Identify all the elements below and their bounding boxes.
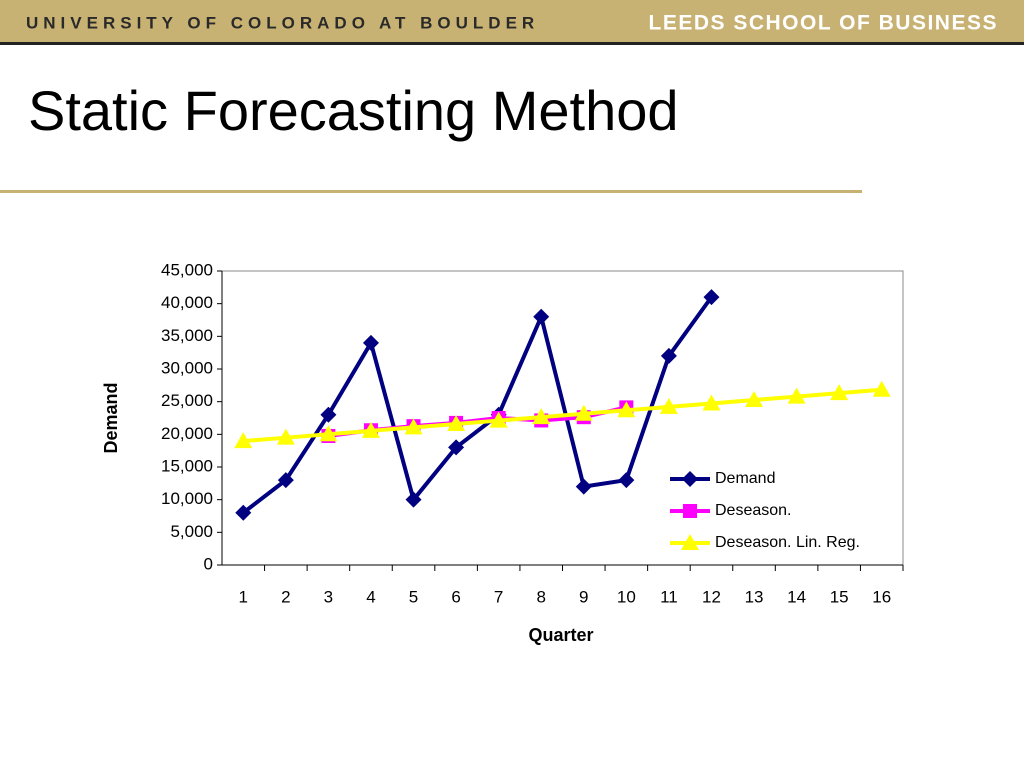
- y-tick-label: 45,000: [161, 260, 213, 279]
- diamond-marker: [405, 491, 422, 508]
- x-tick-label: 13: [745, 587, 764, 606]
- y-tick-label: 0: [204, 554, 213, 573]
- triangle-marker: [489, 411, 508, 428]
- y-tick-label: 40,000: [161, 293, 213, 312]
- triangle-marker: [447, 414, 466, 431]
- triangle-marker: [532, 408, 551, 425]
- series-line: [242, 295, 714, 515]
- triangle-marker: [234, 432, 253, 449]
- title-rule: [0, 190, 862, 193]
- x-tick-label: 7: [494, 587, 503, 606]
- diamond-marker: [575, 478, 592, 495]
- triangle-marker: [787, 387, 806, 404]
- x-tick-label: 12: [702, 587, 721, 606]
- x-tick-label: 5: [409, 587, 418, 606]
- x-tick-label: 15: [830, 587, 849, 606]
- x-tick-label: 1: [239, 587, 248, 606]
- legend-label: Deseason. Lin. Reg.: [715, 534, 860, 551]
- legend-marker: [683, 504, 697, 518]
- diamond-marker: [277, 472, 294, 489]
- triangle-marker: [659, 397, 678, 414]
- school-name: LEEDS SCHOOL OF BUSINESS: [649, 12, 999, 35]
- y-tick-label: 20,000: [161, 424, 213, 443]
- y-tick-label: 35,000: [161, 326, 213, 345]
- diamond-marker: [362, 334, 379, 351]
- legend-label: Demand: [715, 470, 775, 487]
- y-tick-label: 25,000: [161, 391, 213, 410]
- series-line: [243, 387, 882, 444]
- diamond-marker: [235, 504, 252, 521]
- slide-title: Static Forecasting Method: [28, 79, 679, 142]
- diamond-marker: [320, 406, 337, 423]
- diamond-marker: [660, 347, 677, 364]
- x-tick-label: 8: [536, 587, 545, 606]
- triangle-marker: [830, 384, 849, 401]
- triangle-marker: [361, 421, 380, 438]
- diamond-marker: [533, 308, 550, 325]
- x-tick-label: 11: [660, 587, 678, 606]
- x-tick-label: 2: [281, 587, 290, 606]
- legend-marker: [682, 471, 698, 487]
- x-tick-label: 6: [451, 587, 460, 606]
- diamond-marker: [703, 289, 720, 306]
- triangle-marker: [872, 380, 891, 397]
- triangle-marker: [617, 401, 636, 418]
- diamond-marker: [618, 472, 635, 489]
- y-tick-label: 10,000: [161, 489, 213, 508]
- legend-marker: [681, 534, 699, 550]
- y-tick-label: 15,000: [161, 456, 213, 475]
- triangle-marker: [745, 391, 764, 408]
- x-tick-label: 10: [617, 587, 636, 606]
- x-tick-label: 16: [872, 587, 891, 606]
- x-axis-title: Quarter: [528, 625, 593, 645]
- triangle-marker: [574, 404, 593, 421]
- y-axis-title: Demand: [101, 382, 121, 453]
- university-name: UNIVERSITY OF COLORADO AT BOULDER: [26, 13, 539, 32]
- triangle-marker: [319, 425, 338, 442]
- header-bar: [0, 0, 1024, 43]
- triangle-marker: [702, 394, 721, 411]
- x-tick-label: 3: [324, 587, 333, 606]
- triangle-marker: [276, 428, 295, 445]
- x-tick-label: 14: [787, 587, 806, 606]
- diamond-marker: [448, 439, 465, 456]
- legend-label: Deseason.: [715, 502, 792, 519]
- x-tick-label: 9: [579, 587, 588, 606]
- triangle-marker: [404, 418, 423, 435]
- y-tick-label: 30,000: [161, 358, 213, 377]
- x-tick-label: 4: [366, 587, 375, 606]
- y-tick-label: 5,000: [170, 522, 213, 541]
- header-rule: [0, 42, 1024, 45]
